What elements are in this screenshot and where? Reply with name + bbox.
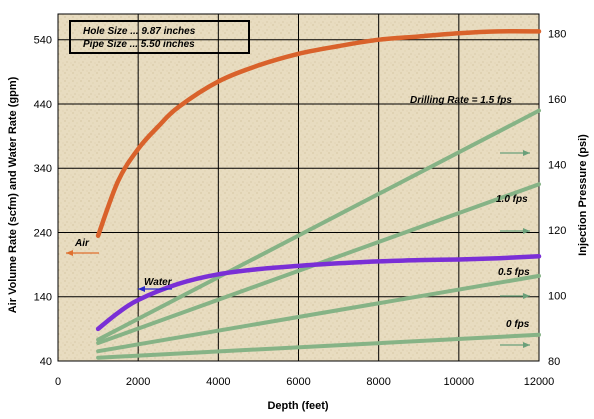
arrow-pressure-1-0-head [523, 228, 530, 234]
x-tick-label-1: 2000 [126, 376, 150, 388]
y-left-tick-label-5: 540 [34, 35, 52, 47]
pipe-size-text: Pipe Size ... 5.50 inches [83, 39, 195, 50]
arrow-pressure-0-5-head [523, 293, 530, 299]
x-axis-title: Depth (feet) [267, 400, 328, 412]
y-right-tick-label-5: 180 [548, 29, 566, 41]
pressure-curve-3 [96, 332, 541, 360]
y-left-tick-label-3: 340 [34, 163, 52, 175]
curves [95, 28, 542, 360]
series-line-water [95, 254, 542, 332]
arrows [66, 150, 530, 348]
y-right-tick-label-4: 160 [548, 94, 566, 106]
label-water: Water [144, 277, 173, 288]
label-rate-0-5: 0.5 fps [498, 267, 530, 278]
x-tick-label-4: 8000 [366, 376, 390, 388]
x-tick-label-3: 6000 [286, 376, 310, 388]
info-box: Hole Size ... 9.87 inches Pipe Size ... … [69, 20, 250, 54]
y-right-tick-label-2: 120 [548, 225, 566, 237]
info-box-frame [69, 20, 250, 54]
grid [58, 14, 539, 361]
x-tick-label-2: 4000 [206, 376, 230, 388]
arrow-water-head [138, 286, 145, 292]
label-air: Air [74, 238, 90, 249]
x-tick-label-5: 10000 [444, 376, 475, 388]
series-line-air [95, 28, 542, 238]
y-axis-left-title: Air Volume Rate (scfm) and Water Rate (g… [7, 76, 19, 313]
label-rate-1-0: 1.0 fps [496, 194, 528, 205]
y-left-tick-label-1: 140 [34, 292, 52, 304]
hole-size-text: Hole Size ... 9.87 inches [83, 26, 196, 37]
x-tick-label-0: 0 [55, 376, 61, 388]
pressure-curve-0 [96, 108, 541, 342]
arrow-air-head [66, 250, 73, 256]
label-drilling-rate-1-5: Drilling Rate = 1.5 fps [410, 95, 512, 106]
y-right-tick-label-1: 100 [548, 291, 566, 303]
y-left-tick-label-0: 40 [40, 356, 52, 368]
y-left-tick-label-2: 240 [34, 227, 52, 239]
y-left-tick-label-4: 440 [34, 99, 52, 111]
label-rate-0: 0 fps [506, 319, 530, 330]
arrow-pressure-0-head [523, 342, 530, 348]
y-axis-right-title: Injection Pressure (psi) [577, 134, 589, 256]
y-right-tick-label-0: 80 [548, 356, 560, 368]
arrow-pressure-1-5-head [523, 150, 530, 156]
tick-labels: 0 2000 4000 6000 8000 10000 12000 40 140 240 340 44… [34, 29, 567, 388]
pressure-curve-2 [96, 273, 541, 354]
x-tick-label-6: 12000 [524, 376, 555, 388]
y-right-tick-label-3: 140 [548, 160, 566, 172]
